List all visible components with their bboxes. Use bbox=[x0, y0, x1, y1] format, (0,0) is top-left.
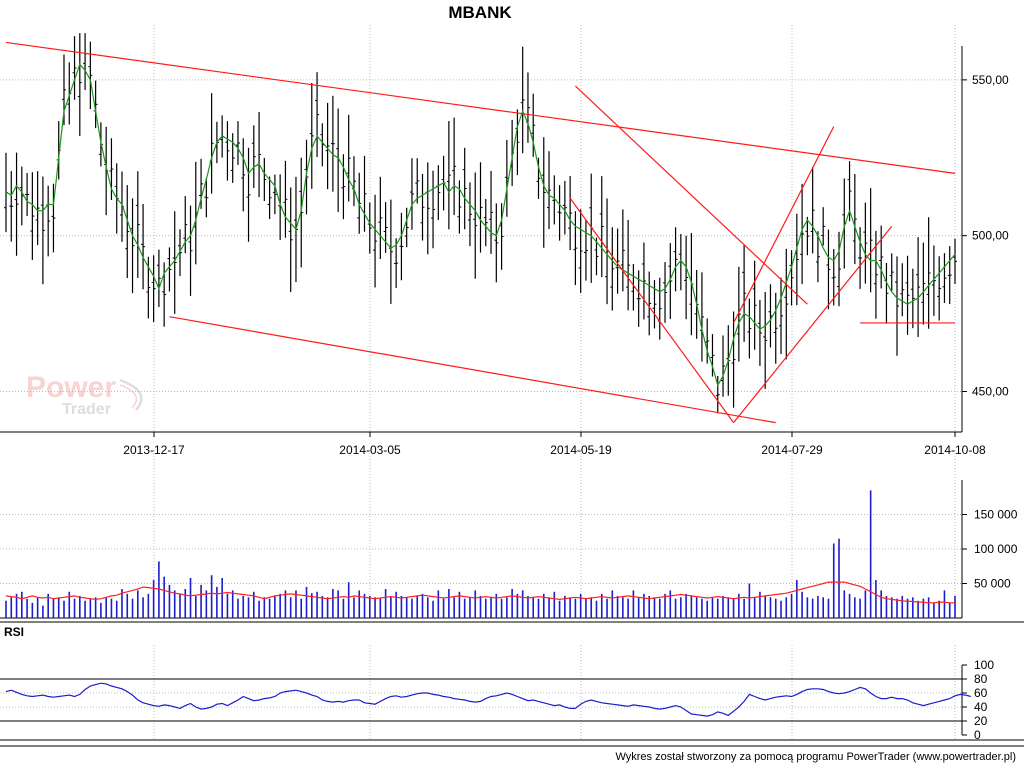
trendline-upper-channel bbox=[5, 41, 956, 174]
price-x-tick-label: 2013-12-17 bbox=[123, 443, 185, 457]
trendline-ascending-left bbox=[733, 225, 893, 424]
price-y-tick-labels: 550,00 500,00 450,00 bbox=[972, 73, 1009, 399]
rsi-y-tick-label: 20 bbox=[974, 714, 988, 728]
rsi-y-tick-label: 100 bbox=[974, 658, 994, 672]
price-x-tick-label: 2014-03-05 bbox=[339, 443, 401, 457]
rsi-polyline bbox=[5, 682, 971, 717]
volume-average-line bbox=[5, 581, 955, 604]
rsi-y-tick-label: 40 bbox=[974, 700, 988, 714]
volume-y-tick-label: 100 000 bbox=[974, 542, 1018, 556]
volume-y-tick-label: 50 000 bbox=[974, 577, 1011, 591]
price-y-tick-label: 450,00 bbox=[972, 384, 1009, 398]
rsi-y-tick-label: 80 bbox=[974, 672, 988, 686]
trendline-descending-left bbox=[574, 85, 808, 305]
price-x-tick-label: 2014-05-19 bbox=[550, 443, 612, 457]
volume-y-tick-labels: 150 000 100 000 50 000 bbox=[974, 508, 1018, 591]
rsi-line bbox=[5, 682, 971, 717]
trendline-ascending-right bbox=[733, 126, 835, 324]
price-bars bbox=[4, 33, 957, 414]
trendlines bbox=[5, 41, 956, 424]
footer-credit: Wykres został stworzony za pomocą progra… bbox=[615, 751, 1016, 763]
rsi-y-tick-label: 60 bbox=[974, 686, 988, 700]
volume-moving-average bbox=[5, 581, 955, 604]
rsi-y-tick-label: 0 bbox=[974, 728, 981, 742]
moving-average-line bbox=[5, 63, 956, 387]
powertrader-watermark: Power Trader bbox=[26, 371, 143, 418]
rsi-label: RSI bbox=[4, 625, 24, 639]
svg-text:Power: Power bbox=[26, 371, 116, 404]
price-x-tick-labels: 2013-12-17 2014-03-05 2014-05-19 2014-07-29… bbox=[123, 443, 986, 457]
price-y-tick-label: 550,00 bbox=[972, 73, 1009, 87]
price-moving-average bbox=[5, 63, 956, 387]
rsi-grid bbox=[0, 621, 1024, 747]
trendline-lower-channel bbox=[169, 316, 776, 424]
volume-bars bbox=[5, 490, 956, 618]
chart-title: MBANK bbox=[448, 3, 512, 22]
trendline-descending-right bbox=[569, 197, 735, 424]
volume-y-tick-label: 150 000 bbox=[974, 508, 1018, 522]
price-x-tick-label: 2014-10-08 bbox=[924, 443, 986, 457]
price-x-tick-label: 2014-07-29 bbox=[761, 443, 823, 457]
price-y-tick-label: 500,00 bbox=[972, 229, 1009, 243]
svg-text:Trader: Trader bbox=[62, 401, 111, 418]
